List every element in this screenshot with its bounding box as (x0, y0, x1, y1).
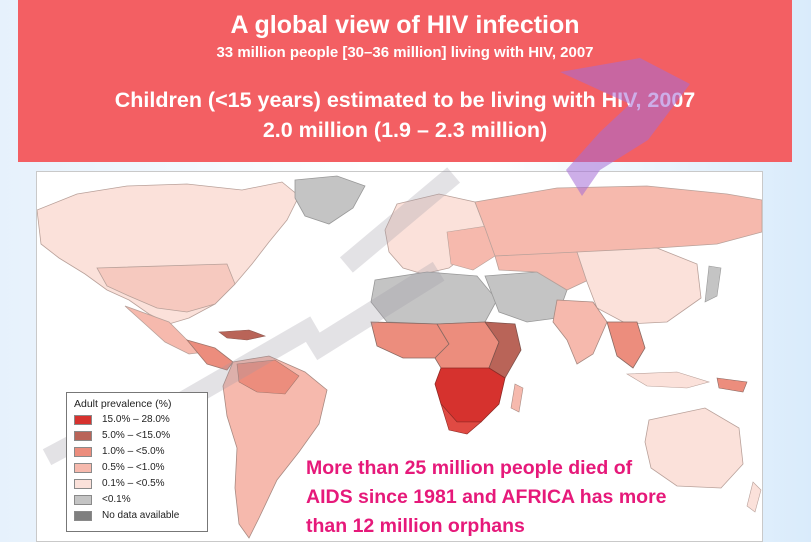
region-south-america (222, 355, 328, 539)
world-map-graphic (37, 175, 762, 539)
region-china (576, 247, 702, 325)
region-caribbean (218, 329, 267, 341)
region-indonesia (625, 371, 711, 389)
legend-label: 0.1% – <0.5% (102, 478, 165, 489)
legend-swatch (74, 479, 92, 489)
region-madagascar (510, 383, 524, 413)
region-west-africa (370, 321, 450, 359)
legend-label: <0.1% (102, 494, 131, 505)
region-south-africa (440, 403, 482, 435)
legend-swatch (74, 495, 92, 505)
region-central-america (185, 339, 234, 371)
footnote-line: AIDS since 1981 and AFRICA has more (306, 486, 667, 508)
region-new-zealand (746, 481, 762, 513)
footnote-line: More than 25 million people died of (306, 457, 633, 479)
region-north-africa (370, 271, 498, 325)
footnote-line: than 12 million orphans (306, 515, 525, 537)
legend-label: 0.5% – <1.0% (102, 462, 165, 473)
legend-swatch (74, 431, 92, 441)
header-banner: A global view of HIV infection 33 millio… (18, 0, 792, 162)
legend-label: No data available (102, 510, 180, 521)
region-south-america-north (236, 359, 300, 395)
children-estimate-label: Children (<15 years) estimated to be liv… (114, 88, 696, 112)
legend-swatch (74, 463, 92, 473)
region-eastern-europe (446, 225, 496, 271)
children-estimate-value: 2.0 million (1.9 – 2.3 million) (262, 118, 548, 142)
page-title: A global view of HIV infection (230, 11, 580, 39)
region-greenland (294, 175, 366, 225)
legend-label: 5.0% – <15.0% (102, 430, 171, 441)
region-australia (644, 407, 744, 489)
region-india (552, 299, 608, 365)
region-mexico (124, 305, 207, 355)
map-legend: Adult prevalence (%) 15.0% – 28.0% 5.0% … (66, 392, 208, 532)
region-southeast-asia (606, 321, 646, 369)
legend-swatch (74, 447, 92, 457)
legend-title: Adult prevalence (%) (74, 398, 172, 410)
region-russia (474, 185, 762, 257)
region-japan (704, 265, 722, 303)
legend-label: 15.0% – 28.0% (102, 414, 170, 425)
legend-label: 1.0% – <5.0% (102, 446, 165, 457)
region-usa (96, 263, 236, 313)
legend-swatch (74, 415, 92, 425)
region-papua-new-guinea (716, 377, 748, 393)
legend-swatch (74, 511, 92, 521)
page-subtitle: 33 million people [30–36 million] living… (216, 44, 594, 61)
